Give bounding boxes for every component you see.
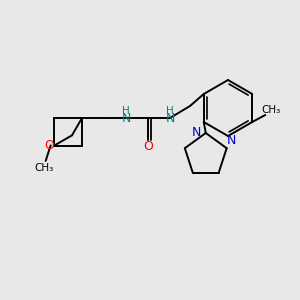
Text: CH₃: CH₃ [262, 105, 281, 115]
Text: O: O [45, 139, 55, 152]
Text: N: N [192, 125, 201, 139]
Text: O: O [143, 140, 153, 154]
Text: CH₃: CH₃ [34, 163, 53, 173]
Text: H: H [122, 106, 130, 116]
Text: N: N [226, 134, 236, 148]
Text: H: H [166, 106, 174, 116]
Text: N: N [121, 112, 131, 125]
Text: N: N [165, 112, 175, 125]
